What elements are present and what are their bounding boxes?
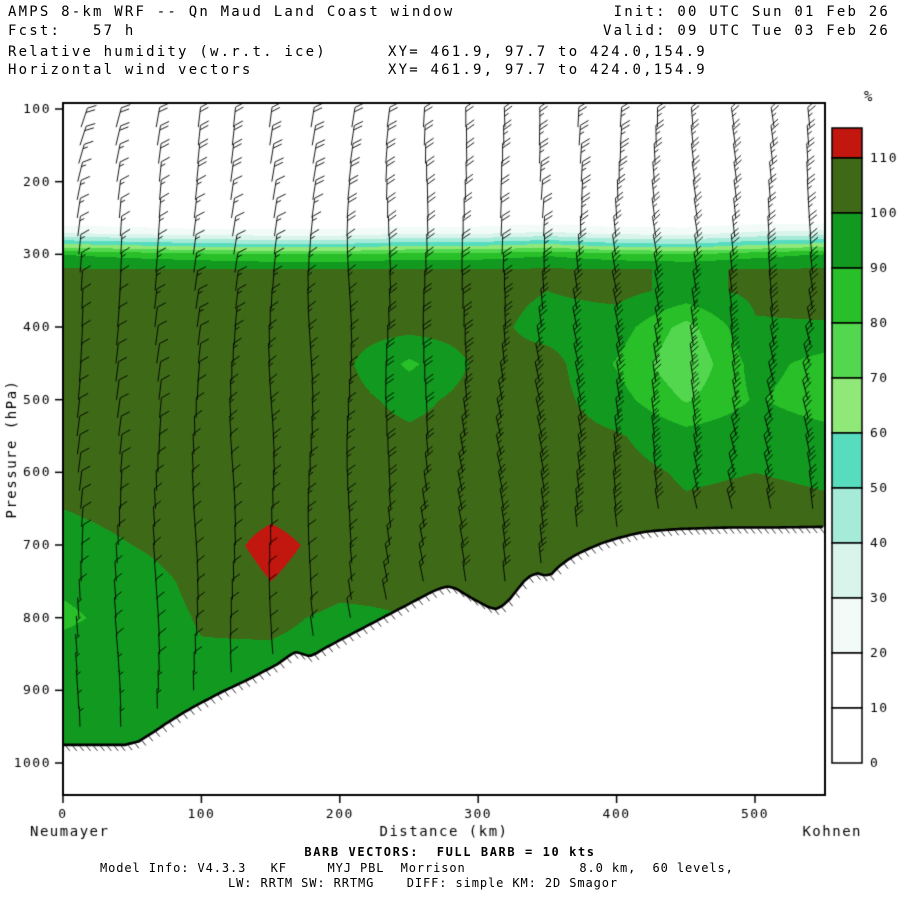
xy-range-1: XY= 461.9, 97.7 to 424.0,154.9	[388, 44, 707, 60]
page-title: AMPS 8-km WRF -- Qn Maud Land Coast wind…	[8, 4, 455, 20]
valid-time: Valid: 09 UTC Tue 03 Feb 26	[603, 23, 890, 39]
physics-info: LW: RRTM SW: RRTMG DIFF: simple KM: 2D S…	[228, 876, 618, 890]
field-name: Relative humidity (w.r.t. ice)	[8, 44, 327, 60]
xy-range-2: XY= 461.9, 97.7 to 424.0,154.9	[388, 62, 707, 78]
init-time: Init: 00 UTC Sun 01 Feb 26	[613, 4, 890, 20]
barb-legend: BARB VECTORS: FULL BARB = 10 kts	[304, 845, 596, 859]
model-info: Model Info: V4.3.3 KF MYJ PBL Morrison 8…	[100, 861, 734, 875]
forecast-hour: Fcst: 57 h	[8, 23, 136, 39]
vector-name: Horizontal wind vectors	[8, 62, 253, 78]
